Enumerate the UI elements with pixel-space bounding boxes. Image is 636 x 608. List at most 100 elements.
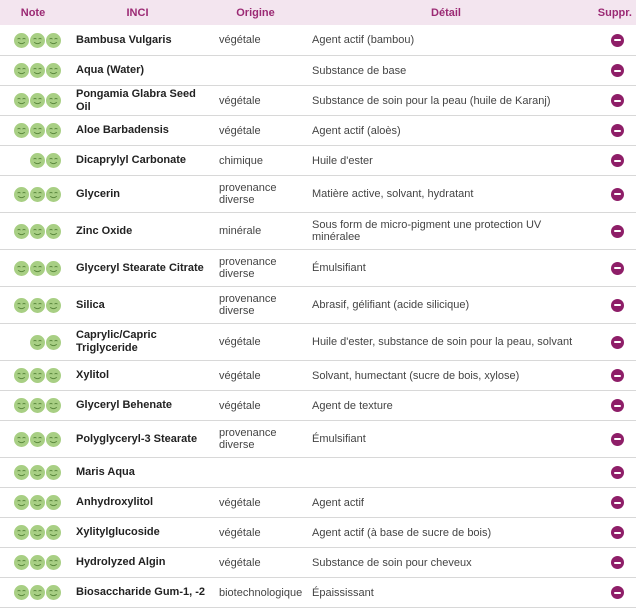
remove-icon[interactable] <box>610 261 624 275</box>
rating-cell <box>0 368 66 383</box>
inci-name: Glycerin <box>76 187 121 200</box>
remove-icon[interactable] <box>610 124 624 137</box>
remove-icon[interactable] <box>610 224 624 238</box>
smiley-rating-icon <box>30 153 45 168</box>
smiley-rating-icon <box>30 465 45 480</box>
remove-icon[interactable] <box>610 187 624 201</box>
inci-name: Biosaccharide Gum-1, -2 <box>76 586 205 598</box>
smiley-rating-icon <box>30 525 45 540</box>
header-origine: Origine <box>236 6 275 19</box>
inci-name: Hydrolyzed Algin <box>76 556 166 568</box>
table-row: Zinc Oxide minérale Sous form de micro-pig… <box>0 213 636 250</box>
table-row: Maris Aqua <box>0 458 636 488</box>
smiley-rating-icon <box>14 465 29 480</box>
detail-value: Substance de soin pour cheveux <box>312 556 472 569</box>
smiley-rating-icon <box>30 63 45 78</box>
smiley-rating-icon <box>46 32 61 48</box>
smiley-rating-icon <box>14 32 29 48</box>
delete-cell <box>590 154 636 167</box>
smiley-rating-icon <box>46 525 61 540</box>
inci-name: Maris Aqua <box>76 466 135 478</box>
smiley-rating-icon <box>46 297 61 313</box>
origine-value: biotechnologique <box>219 586 303 599</box>
smiley-rating-icon <box>46 334 61 350</box>
remove-icon[interactable] <box>610 496 624 509</box>
smiley-rating-icon <box>14 555 29 570</box>
detail-value: Abrasif, gélifiant (acide silicique) <box>312 299 470 311</box>
smiley-rating-icon <box>14 368 29 383</box>
table-row: Bambusa Vulgaris végétale Agent actif (bam… <box>0 25 636 56</box>
delete-cell <box>590 496 636 509</box>
origine-value: provenance diverse <box>219 293 277 317</box>
table-row: Hydrolyzed Algin végétale Substance de soi… <box>0 548 636 578</box>
delete-cell <box>590 586 636 599</box>
delete-cell <box>590 94 636 107</box>
smiley-rating-icon <box>46 398 61 413</box>
delete-cell <box>590 64 636 77</box>
smiley-rating-icon <box>30 223 45 239</box>
table-row: Caprylic/Capric Triglyceride végétale Huil… <box>0 324 636 361</box>
smiley-rating-icon <box>46 186 61 202</box>
smiley-rating-icon <box>46 260 61 276</box>
delete-cell <box>590 224 636 238</box>
remove-icon[interactable] <box>610 335 624 349</box>
detail-value: Émulsifiant <box>312 433 366 445</box>
inci-name: Xylitylglucoside <box>76 526 160 538</box>
detail-value: Agent de texture <box>312 399 393 412</box>
smiley-rating-icon <box>14 63 29 78</box>
smiley-rating-icon <box>30 297 45 313</box>
origine-value: végétale <box>219 34 261 46</box>
rating-cell <box>0 525 66 540</box>
smiley-rating-icon <box>14 123 29 138</box>
remove-icon[interactable] <box>610 298 624 312</box>
delete-cell <box>590 399 636 412</box>
remove-icon[interactable] <box>610 399 624 412</box>
rating-cell <box>0 465 66 480</box>
remove-icon[interactable] <box>610 33 624 47</box>
delete-cell <box>590 187 636 201</box>
table-row: Glyceryl Behenate végétale Agent de textur… <box>0 391 636 421</box>
smiley-rating-icon <box>46 93 61 108</box>
delete-cell <box>590 526 636 539</box>
table-row: Dicaprylyl Carbonate chimique Huile d'este… <box>0 146 636 176</box>
origine-value: végétale <box>219 496 261 509</box>
origine-value: provenance diverse <box>219 256 277 280</box>
origine-value: chimique <box>219 154 264 167</box>
remove-icon[interactable] <box>610 466 624 479</box>
smiley-rating-icon <box>30 368 45 383</box>
detail-value: Agent actif (aloès) <box>312 124 401 137</box>
inci-name: Polyglyceryl-3 Stearate <box>76 432 198 445</box>
rating-cell <box>0 260 66 276</box>
rating-cell <box>0 223 66 239</box>
remove-icon[interactable] <box>610 64 624 77</box>
detail-value: Sous form de micro-pigment une protectio… <box>312 219 542 243</box>
rating-cell <box>0 398 66 413</box>
remove-icon[interactable] <box>610 94 624 107</box>
remove-icon[interactable] <box>610 369 624 382</box>
smiley-rating-icon <box>30 260 45 276</box>
origine-value: provenance diverse <box>219 182 277 206</box>
remove-icon[interactable] <box>610 154 624 167</box>
remove-icon[interactable] <box>610 586 624 599</box>
remove-icon[interactable] <box>610 432 624 446</box>
rating-cell <box>0 297 66 313</box>
smiley-rating-icon <box>14 525 29 540</box>
remove-icon[interactable] <box>610 526 624 539</box>
smiley-rating-icon <box>46 153 61 168</box>
smiley-rating-icon <box>46 431 61 447</box>
origine-value: végétale <box>219 526 261 539</box>
rating-cell <box>0 334 66 350</box>
inci-name: Dicaprylyl Carbonate <box>76 154 187 166</box>
detail-value: Matière active, solvant, hydratant <box>312 188 474 200</box>
inci-name: Caprylic/Capric Triglyceride <box>76 329 157 354</box>
detail-value: Huile d'ester, substance de soin pour la… <box>312 336 573 348</box>
delete-cell <box>590 124 636 137</box>
smiley-rating-icon <box>30 585 45 600</box>
smiley-rating-icon <box>14 431 29 447</box>
origine-value: végétale <box>219 124 261 137</box>
origine-value: provenance diverse <box>219 427 277 451</box>
table-header: Note INCI Origine Détail Suppr. <box>0 0 636 25</box>
remove-icon[interactable] <box>610 556 624 569</box>
delete-cell <box>590 432 636 446</box>
